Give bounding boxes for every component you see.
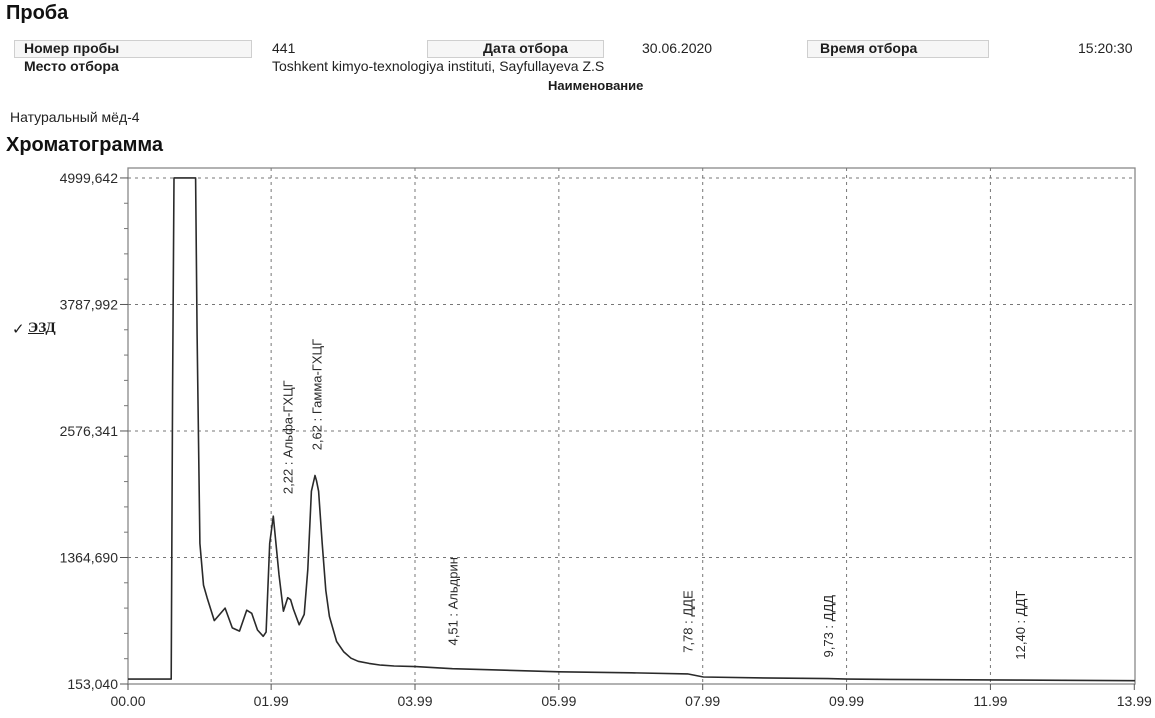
x-tick-label: 03.99 — [397, 693, 432, 709]
plot-frame — [127, 167, 1136, 685]
x-tick-label: 05.99 — [541, 693, 576, 709]
legend-checkbox-icon[interactable]: ✓ — [12, 321, 25, 338]
sample-time-label: Время отбора — [820, 40, 918, 56]
x-tick-label: 13.99 — [1117, 693, 1152, 709]
sample-date-value: 30.06.2020 — [642, 40, 713, 56]
series-line — [128, 177, 1136, 682]
sample-place-label: Место отбора — [24, 58, 119, 74]
sample-time-label-box — [807, 40, 989, 58]
y-tick-label: 4999,642 — [60, 170, 119, 186]
x-tick-label: 07.99 — [685, 693, 720, 709]
peak-annotation: 7,78 : ДДЕ — [681, 590, 696, 653]
grid-layer — [128, 168, 1135, 684]
sample-section-title: Проба — [6, 2, 69, 24]
peak-annotation: 9,73 : ДДД — [821, 595, 836, 658]
peak-annotation: 2,62 : Гамма-ГХЦГ — [310, 339, 325, 450]
peak-annotation: 4,51 : Альдрин — [445, 557, 460, 645]
y-tick-label: 1364,690 — [60, 549, 119, 565]
peak-annotation: 12,40 : ДДТ — [1013, 591, 1028, 660]
sample-time-value: 15:20:30 — [1078, 40, 1133, 56]
sample-number-value: 441 — [272, 40, 296, 56]
y-tick-label: 2576,341 — [60, 423, 119, 439]
x-tick-label: 01.99 — [254, 693, 289, 709]
x-tick-label: 00.00 — [110, 693, 145, 709]
y-tick-label: 3787,992 — [60, 296, 119, 312]
x-tick-label: 11.99 — [973, 693, 1007, 709]
legend-label: ЭЗД — [28, 320, 56, 336]
sample-number-label: Номер пробы — [24, 40, 120, 56]
sample-name-value: Натуральный мёд-4 — [10, 109, 140, 125]
sample-number-label-box — [14, 40, 252, 58]
series-layer — [128, 177, 1136, 682]
chromatogram-section-title: Хроматограмма — [6, 134, 164, 156]
y-tick-label: 153,040 — [67, 676, 118, 692]
peak-annotation: 2,22 : Альфа-ГХЦГ — [281, 380, 296, 494]
sample-name-header: Наименование — [548, 78, 644, 93]
sample-date-label: Дата отбора — [483, 40, 568, 56]
sample-place-value: Toshkent kimyo-texnologiya instituti, Sa… — [272, 58, 605, 74]
tick-layer: 153,040 1364,690 2576,341 3787,992 4999,642 0… — [60, 170, 1152, 709]
x-tick-label: 09.99 — [829, 693, 864, 709]
annotation-layer: 2,22 : Альфа-ГХЦГ 2,62 : Гамма-ГХЦГ 4,51 :… — [281, 339, 1028, 660]
sample-date-label-box — [427, 40, 604, 58]
